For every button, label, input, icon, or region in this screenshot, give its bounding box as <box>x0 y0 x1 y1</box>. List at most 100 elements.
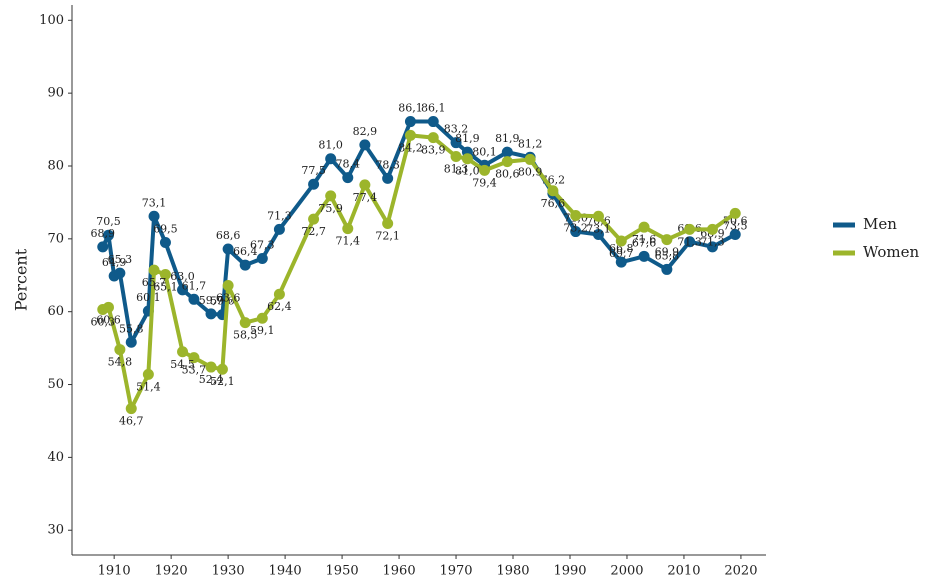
data-point <box>684 223 696 235</box>
data-label: 69,9 <box>655 246 680 259</box>
data-label: 63,0 <box>170 270 195 283</box>
data-point <box>570 210 582 222</box>
data-point <box>729 228 741 240</box>
data-point <box>148 210 160 222</box>
data-label: 61,7 <box>182 279 207 292</box>
data-point <box>114 267 126 279</box>
data-label: 71,6 <box>632 233 657 246</box>
data-label: 83,9 <box>421 144 446 157</box>
data-label: 77,5 <box>301 164 326 177</box>
data-label: 81,9 <box>495 132 520 145</box>
data-point <box>359 139 371 151</box>
data-point <box>177 346 189 358</box>
data-point <box>382 172 394 184</box>
data-label: 80,9 <box>518 165 543 178</box>
data-point <box>325 153 337 165</box>
data-point <box>205 361 217 373</box>
data-point <box>501 146 513 158</box>
data-point <box>142 368 154 380</box>
series-line <box>100 119 737 345</box>
x-tick-label: 1970 <box>439 564 472 579</box>
data-label: 54,8 <box>108 356 133 369</box>
data-label: 86,1 <box>421 102 446 115</box>
data-point <box>239 317 251 329</box>
data-label: 73,1 <box>142 196 167 209</box>
data-label: 73,1 <box>586 222 611 235</box>
x-tick-label: 1950 <box>326 564 359 579</box>
data-label: 77,4 <box>353 191 378 204</box>
data-point <box>684 236 696 248</box>
x-tick-label: 1910 <box>98 564 131 579</box>
data-point <box>450 137 462 149</box>
y-tick-label: 70 <box>47 231 64 246</box>
data-point <box>239 259 251 271</box>
x-tick-label: 1930 <box>212 564 245 579</box>
data-label: 81,9 <box>455 132 480 145</box>
data-label: 78,4 <box>336 158 361 171</box>
data-label: 67,3 <box>250 239 275 252</box>
data-label: 73,2 <box>563 222 588 235</box>
data-label: 72,1 <box>375 230 400 243</box>
data-point <box>427 116 439 128</box>
x-tick-label: 1920 <box>155 564 188 579</box>
data-label: 52,4 <box>199 373 224 386</box>
data-label: 80,1 <box>472 145 497 158</box>
x-tick-label: 2000 <box>610 564 643 579</box>
data-point <box>188 352 200 364</box>
data-label: 54,5 <box>170 358 195 371</box>
data-point <box>114 344 126 356</box>
data-point <box>102 301 114 313</box>
data-label: 59,1 <box>250 324 275 337</box>
data-point <box>501 156 513 168</box>
data-label: 64,9 <box>102 256 127 269</box>
data-point <box>479 164 491 176</box>
data-point <box>205 308 217 320</box>
data-label: 62,4 <box>267 300 292 313</box>
x-tick-label: 1990 <box>553 564 586 579</box>
data-point <box>188 293 200 305</box>
data-label: 65,8 <box>655 249 680 262</box>
y-tick-label: 80 <box>47 158 64 173</box>
data-point <box>125 336 137 348</box>
data-label: 72,7 <box>301 225 326 238</box>
data-point <box>222 243 234 255</box>
data-point <box>159 269 171 281</box>
data-point <box>404 129 416 141</box>
data-label: 63,6 <box>216 291 241 304</box>
data-point <box>125 403 137 415</box>
data-label: 70,5 <box>96 215 121 228</box>
y-tick-label: 60 <box>47 304 64 319</box>
data-label: 75,9 <box>318 202 343 215</box>
data-label: 71,3 <box>267 209 292 222</box>
data-label: 52,1 <box>210 375 235 388</box>
data-point <box>342 223 354 235</box>
data-label: 46,7 <box>119 415 144 428</box>
data-label: 73,5 <box>723 219 748 232</box>
data-point <box>570 226 582 238</box>
data-point <box>615 256 627 268</box>
data-label: 86,1 <box>398 102 423 115</box>
x-tick-label: 1980 <box>496 564 529 579</box>
x-tick-label: 2010 <box>667 564 700 579</box>
data-point <box>615 235 627 247</box>
data-label: 80,6 <box>495 168 520 181</box>
data-label: 71,3 <box>677 235 702 248</box>
data-label: 65,3 <box>108 253 133 266</box>
data-point <box>427 132 439 144</box>
data-point <box>461 153 473 165</box>
data-label: 58,5 <box>233 329 258 342</box>
data-label: 66,4 <box>233 245 258 258</box>
data-label: 68,6 <box>216 229 241 242</box>
y-tick-label: 30 <box>47 523 64 538</box>
y-tick-label: 40 <box>47 450 64 465</box>
data-label: 59,7 <box>199 294 224 307</box>
data-point <box>638 250 650 262</box>
data-point <box>222 279 234 291</box>
data-point <box>729 207 741 219</box>
data-point <box>638 221 650 233</box>
data-point <box>661 263 673 275</box>
data-point <box>706 223 718 235</box>
data-point <box>382 218 394 230</box>
data-label: 71,3 <box>700 235 725 248</box>
